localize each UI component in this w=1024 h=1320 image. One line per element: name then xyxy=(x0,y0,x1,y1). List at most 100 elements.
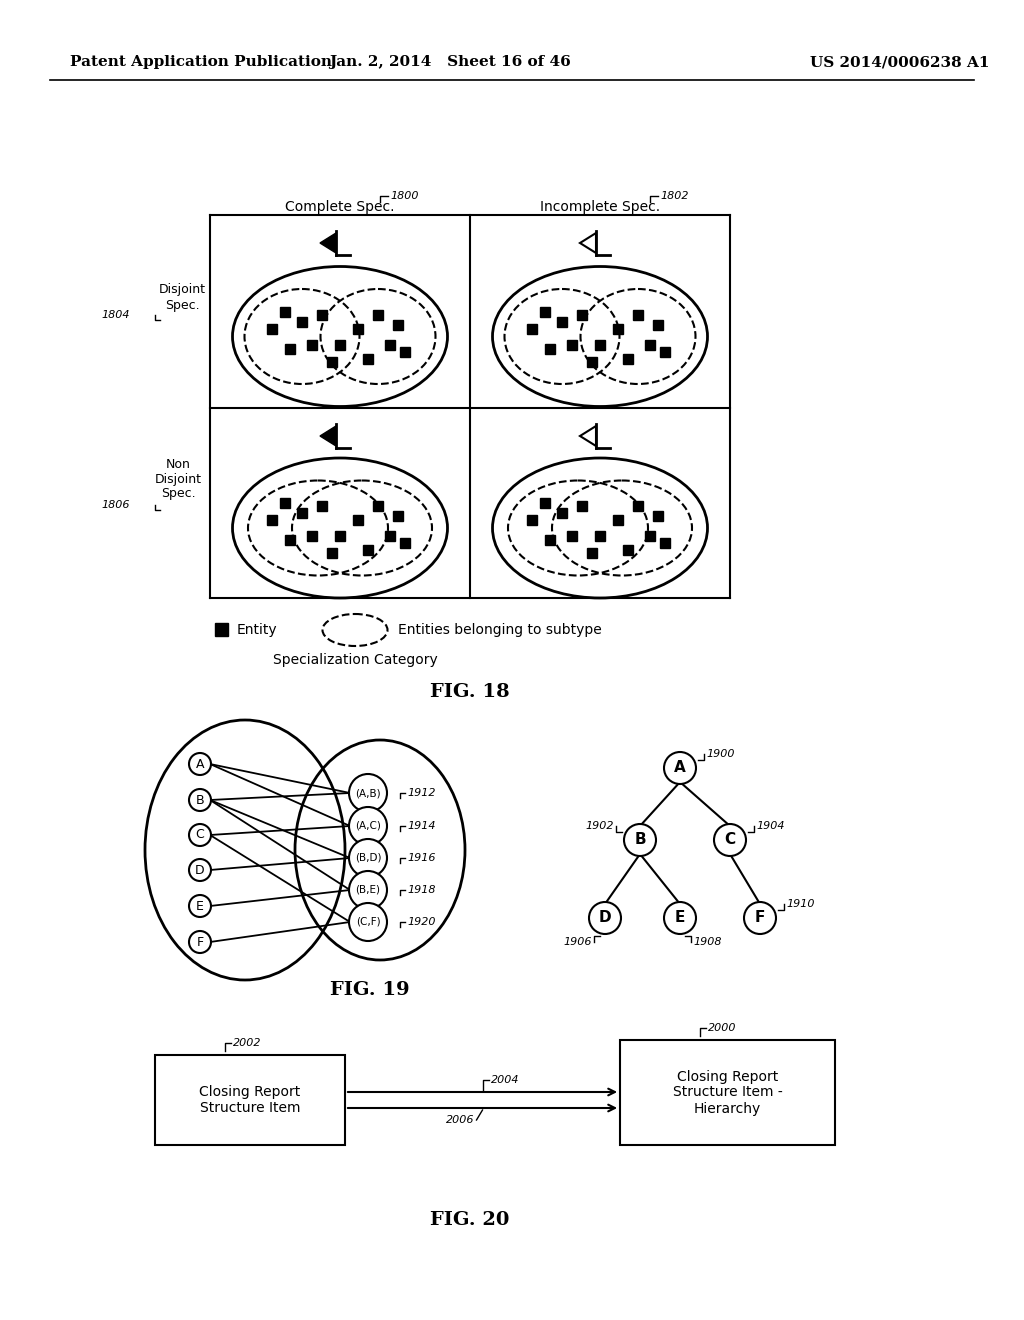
Bar xyxy=(335,531,345,541)
Circle shape xyxy=(349,903,387,941)
Bar xyxy=(362,354,373,363)
Text: Non: Non xyxy=(166,458,190,470)
Polygon shape xyxy=(580,234,596,253)
Text: 1920: 1920 xyxy=(407,917,435,927)
Circle shape xyxy=(664,752,696,784)
Text: D: D xyxy=(599,911,611,925)
Text: Entities belonging to subtype: Entities belonging to subtype xyxy=(398,623,602,638)
Bar xyxy=(587,356,597,367)
Text: 1800: 1800 xyxy=(390,191,419,201)
Bar xyxy=(335,339,345,350)
Text: 1914: 1914 xyxy=(407,821,435,832)
Text: (A,B): (A,B) xyxy=(355,788,381,799)
Text: 1904: 1904 xyxy=(756,821,784,832)
Text: (B,E): (B,E) xyxy=(355,884,381,895)
Circle shape xyxy=(349,774,387,812)
Text: B: B xyxy=(634,833,646,847)
Polygon shape xyxy=(580,426,596,446)
Bar xyxy=(557,317,567,326)
Text: Disjoint: Disjoint xyxy=(155,473,202,486)
Text: 2004: 2004 xyxy=(490,1074,519,1085)
Text: F: F xyxy=(197,936,204,949)
Bar xyxy=(285,535,295,545)
Bar xyxy=(613,515,623,525)
Text: (C,F): (C,F) xyxy=(355,917,380,927)
Bar xyxy=(653,511,663,521)
Bar xyxy=(545,535,555,545)
Bar xyxy=(633,502,643,511)
Bar xyxy=(567,531,577,541)
Text: Jan. 2, 2014   Sheet 16 of 46: Jan. 2, 2014 Sheet 16 of 46 xyxy=(329,55,570,69)
Text: US 2014/0006238 A1: US 2014/0006238 A1 xyxy=(810,55,990,69)
Bar xyxy=(297,317,307,326)
Text: 1804: 1804 xyxy=(101,310,130,319)
Bar xyxy=(540,498,550,508)
Text: Closing Report: Closing Report xyxy=(677,1069,778,1084)
Circle shape xyxy=(189,859,211,880)
Text: FIG. 18: FIG. 18 xyxy=(430,682,510,701)
Text: A: A xyxy=(674,760,686,776)
Text: 2000: 2000 xyxy=(708,1023,736,1034)
Bar xyxy=(285,343,295,354)
Bar xyxy=(297,508,307,517)
Text: Structure Item: Structure Item xyxy=(200,1101,300,1115)
Bar xyxy=(623,545,633,554)
Polygon shape xyxy=(319,426,336,446)
Text: 1910: 1910 xyxy=(786,899,814,909)
Text: A: A xyxy=(196,758,204,771)
Text: 2002: 2002 xyxy=(233,1038,261,1048)
Text: 1918: 1918 xyxy=(407,884,435,895)
Bar xyxy=(613,323,623,334)
Bar xyxy=(527,323,537,334)
Circle shape xyxy=(664,902,696,935)
Text: Spec.: Spec. xyxy=(161,487,196,500)
Bar xyxy=(353,515,362,525)
Bar xyxy=(393,511,403,521)
Text: FIG. 20: FIG. 20 xyxy=(430,1210,510,1229)
Bar xyxy=(317,502,327,511)
Text: D: D xyxy=(196,863,205,876)
Circle shape xyxy=(189,789,211,810)
Text: 1912: 1912 xyxy=(407,788,435,799)
Bar xyxy=(577,502,587,511)
Bar xyxy=(633,309,643,319)
Bar xyxy=(155,1055,345,1144)
Bar xyxy=(353,323,362,334)
Bar xyxy=(307,339,317,350)
Bar xyxy=(373,502,383,511)
Text: Structure Item -: Structure Item - xyxy=(673,1085,782,1100)
Text: B: B xyxy=(196,793,205,807)
Bar xyxy=(620,1040,835,1144)
Bar xyxy=(595,339,605,350)
Text: Complete Spec.: Complete Spec. xyxy=(286,201,394,214)
Bar xyxy=(385,531,395,541)
Circle shape xyxy=(189,752,211,775)
Text: 1906: 1906 xyxy=(563,937,592,946)
Bar xyxy=(215,623,228,636)
Text: Entity: Entity xyxy=(237,623,278,638)
Bar xyxy=(280,498,290,508)
Circle shape xyxy=(349,807,387,845)
Bar xyxy=(567,339,577,350)
Text: E: E xyxy=(196,899,204,912)
Bar xyxy=(327,356,337,367)
Bar xyxy=(587,548,597,558)
Bar xyxy=(660,346,670,356)
Bar xyxy=(577,309,587,319)
Text: Disjoint: Disjoint xyxy=(159,284,206,297)
Bar xyxy=(362,545,373,554)
Bar xyxy=(645,339,655,350)
Bar xyxy=(595,531,605,541)
Text: F: F xyxy=(755,911,765,925)
Bar xyxy=(317,309,327,319)
Circle shape xyxy=(589,902,621,935)
Text: 1806: 1806 xyxy=(101,500,130,510)
Text: 1900: 1900 xyxy=(706,748,734,759)
Bar xyxy=(280,306,290,317)
Bar xyxy=(385,339,395,350)
Circle shape xyxy=(349,840,387,876)
Bar xyxy=(645,531,655,541)
Bar xyxy=(527,515,537,525)
Bar xyxy=(267,323,278,334)
Text: 2006: 2006 xyxy=(446,1115,474,1125)
